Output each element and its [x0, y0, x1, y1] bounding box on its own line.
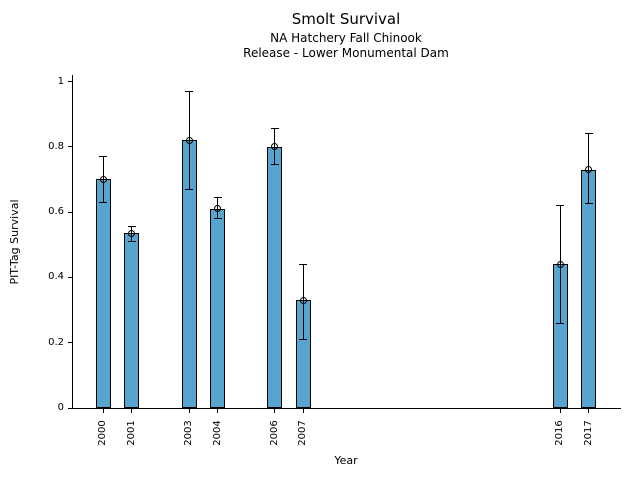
- bar: [95, 179, 111, 408]
- error-bar-cap-top: [299, 263, 308, 265]
- data-point-marker: [185, 136, 193, 144]
- x-tick: [302, 409, 304, 413]
- x-tick: [588, 409, 590, 413]
- error-bar-cap-top: [584, 133, 593, 135]
- x-tick-label: 2001: [125, 420, 137, 446]
- data-point-marker: [585, 166, 593, 174]
- error-bar-cap-bottom: [213, 218, 222, 220]
- x-tick-label: 2004: [211, 420, 223, 446]
- bar: [581, 169, 597, 408]
- y-tick-label: 1: [57, 75, 64, 87]
- x-tick: [131, 409, 133, 413]
- data-point-marker: [299, 296, 307, 304]
- y-tick-label: 0.6: [48, 206, 64, 218]
- error-bar-cap-bottom: [185, 188, 194, 190]
- error-bar-cap-top: [185, 90, 194, 92]
- data-point-marker: [271, 143, 279, 151]
- x-tick-label: 2017: [582, 420, 594, 446]
- y-tick: [68, 407, 72, 409]
- error-bar-cap-bottom: [584, 203, 593, 205]
- error-bar-cap-bottom: [99, 201, 108, 203]
- x-axis-label: Year: [334, 454, 358, 467]
- x-tick: [559, 409, 561, 413]
- error-bar-cap-top: [556, 205, 565, 207]
- error-bar-cap-bottom: [299, 338, 308, 340]
- x-tick-label: 2016: [554, 420, 566, 446]
- x-tick-label: 2000: [97, 420, 109, 446]
- error-bar-cap-bottom: [556, 322, 565, 324]
- x-tick-label: 2006: [268, 420, 280, 446]
- y-tick-label: 0: [57, 402, 64, 413]
- y-tick: [68, 342, 72, 344]
- data-point-marker: [214, 205, 222, 213]
- data-point-marker: [128, 229, 136, 237]
- x-tick-label: 2007: [297, 420, 309, 446]
- data-point-marker: [99, 175, 107, 183]
- bar: [124, 233, 140, 408]
- bar: [210, 208, 226, 408]
- error-bar-cap-top: [270, 128, 279, 130]
- x-tick-label: 2003: [183, 420, 195, 446]
- y-tick: [68, 81, 72, 83]
- chart-subtitle-line1: NA Hatchery Fall Chinook: [270, 31, 422, 45]
- error-bar-cap-bottom: [270, 164, 279, 166]
- y-tick-label: 0.8: [48, 140, 64, 152]
- error-bar-cap-top: [127, 226, 136, 228]
- error-bar-cap-bottom: [127, 241, 136, 242]
- plot-area: [72, 75, 621, 409]
- chart-title: Smolt Survival: [291, 10, 401, 28]
- x-tick: [274, 409, 276, 413]
- data-point-marker: [556, 260, 564, 268]
- chart-subtitle-line2: Release - Lower Monumental Dam: [243, 46, 449, 60]
- x-tick: [188, 409, 190, 413]
- y-axis-label: PIT-Tag Survival: [8, 199, 21, 285]
- y-tick-label: 0.4: [48, 271, 64, 283]
- y-tick-label: 0.2: [48, 336, 64, 348]
- error-bar-cap-top: [213, 196, 222, 198]
- bar: [267, 146, 283, 408]
- y-tick: [68, 146, 72, 148]
- y-tick: [68, 276, 72, 278]
- y-tick: [68, 211, 72, 213]
- x-tick: [217, 409, 219, 413]
- x-tick: [102, 409, 104, 413]
- error-bar-cap-top: [99, 156, 108, 158]
